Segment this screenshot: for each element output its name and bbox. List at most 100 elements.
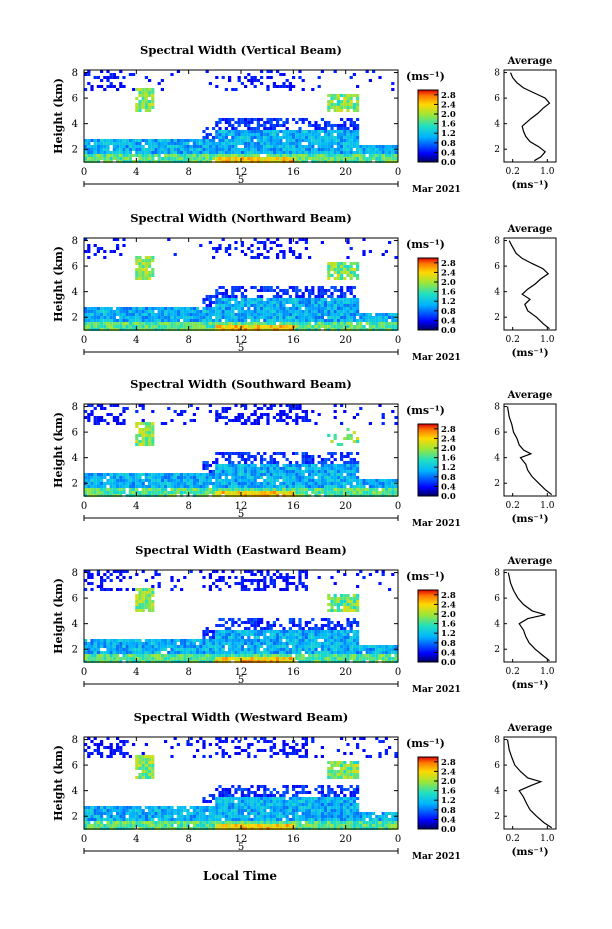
heatmap-cell [330, 476, 334, 479]
heatmap-cell [336, 313, 340, 316]
colorbar-unit: (ms⁻¹) [406, 70, 445, 83]
heatmap-cell [215, 307, 219, 310]
heatmap-cell [215, 142, 219, 145]
heatmap-cell [144, 103, 148, 106]
heatmap-cell [141, 491, 145, 494]
heatmap-cell [250, 76, 254, 79]
heatmap-cell [292, 253, 296, 256]
heatmap-cell [231, 452, 235, 455]
heatmap-cell [112, 645, 116, 648]
heatmap-cell [365, 479, 369, 482]
heatmap-cell [340, 651, 344, 654]
heatmap-cell [288, 295, 292, 298]
heatmap-cell [276, 256, 280, 259]
heatmap-cell [298, 473, 302, 476]
heatmap-cell [327, 109, 331, 112]
heatmap-cell [205, 479, 209, 482]
heatmap-cell [327, 325, 331, 328]
heatmap-cell [340, 639, 344, 642]
heatmap-cell [378, 654, 382, 657]
heatmap-cell [352, 416, 356, 419]
heatmap-cell [208, 133, 212, 136]
heatmap-cell [349, 268, 353, 271]
heatmap-cell [144, 313, 148, 316]
heatmap-cell [343, 476, 347, 479]
heatmap-cell [141, 600, 145, 603]
heatmap-cell [240, 482, 244, 485]
heatmap-cell [100, 319, 104, 322]
heatmap-cell [128, 319, 132, 322]
heatmap-cell [144, 588, 148, 591]
heatmap-cell [247, 154, 251, 157]
heatmap-cell [215, 416, 219, 419]
heatmap-cell [109, 310, 113, 313]
heatmap-cell [304, 139, 308, 142]
heatmap-cell [292, 76, 296, 79]
heatmap-cell [272, 621, 276, 624]
heatmap-cell [240, 304, 244, 307]
heatmap-cell [324, 121, 328, 124]
heatmap-cell [288, 636, 292, 639]
heatmap-cell [247, 485, 251, 488]
heatmap-cell [253, 310, 257, 313]
heatmap-cell [96, 250, 100, 253]
heatmap-cell [324, 307, 328, 310]
heatmap-cell [135, 151, 139, 154]
heatmap-cell [189, 488, 193, 491]
heatmap-cell [394, 157, 398, 160]
heatmap-cell [333, 464, 337, 467]
heatmap-cell [356, 452, 360, 455]
heatmap-cell [330, 292, 334, 295]
heatmap-cell [349, 289, 353, 292]
heatmap-cell [228, 145, 232, 148]
colorbar-tick-label: 0.4 [441, 316, 456, 326]
heatmap-cell [244, 627, 248, 630]
heatmap-cell [244, 467, 248, 470]
heatmap-cell [263, 576, 267, 579]
heatmap-cell [295, 645, 299, 648]
heatmap-cell [87, 645, 91, 648]
heatmap-cell [109, 73, 113, 76]
heatmap-cell [119, 139, 123, 142]
heatmap-cell [125, 145, 129, 148]
heatmap-cell [192, 651, 196, 654]
heatmap-cell [253, 136, 257, 139]
heatmap-cell [279, 476, 283, 479]
heatmap-cell [336, 325, 340, 328]
heatmap-cell [234, 322, 238, 325]
heatmap-cell [272, 404, 276, 407]
heatmap-cell [138, 597, 142, 600]
heatmap-cell [148, 648, 152, 651]
heatmap-cell [272, 151, 276, 154]
heatmap-cell [263, 241, 267, 244]
heatmap-cell [244, 310, 248, 313]
heatmap-cell [100, 145, 104, 148]
heatmap-cell [311, 645, 315, 648]
heatmap-cell [308, 142, 312, 145]
heatmap-cell [288, 582, 292, 585]
heatmap-cell [336, 97, 340, 100]
heatmap-cell [375, 657, 379, 660]
heatmap-cell [119, 570, 123, 573]
heatmap-cell [180, 482, 184, 485]
heatmap-cell [336, 157, 340, 160]
heatmap-cell [349, 657, 353, 660]
heatmap-cell [276, 301, 280, 304]
heatmap-cell [356, 630, 360, 633]
heatmap-cell [144, 310, 148, 313]
heatmap-cell [90, 482, 94, 485]
heatmap-cell [144, 148, 148, 151]
heatmap-cell [176, 485, 180, 488]
heatmap-cell [106, 151, 110, 154]
heatmap-cell [279, 244, 283, 247]
heatmap-cell [87, 419, 91, 422]
heatmap-cell [240, 154, 244, 157]
heatmap-cell [266, 651, 270, 654]
heatmap-cell [160, 485, 164, 488]
heatmap-cell [317, 286, 321, 289]
heatmap-cell [298, 570, 302, 573]
heatmap-cell [180, 642, 184, 645]
heatmap-cell [221, 654, 225, 657]
heatmap-cell [356, 304, 360, 307]
heatmap-cell [228, 121, 232, 124]
